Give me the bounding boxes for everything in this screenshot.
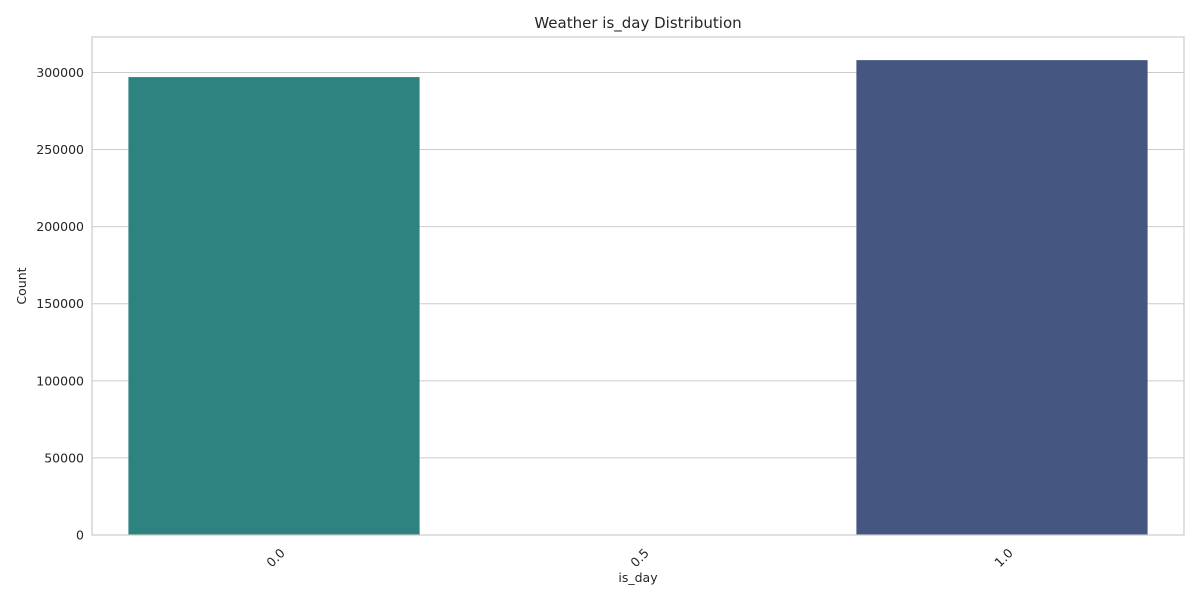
x-tick-label: 1.0 bbox=[991, 545, 1016, 570]
bars bbox=[128, 60, 1148, 536]
y-tick-label: 200000 bbox=[36, 219, 84, 234]
y-tick-label: 150000 bbox=[36, 296, 84, 311]
y-tick-label: 300000 bbox=[36, 65, 84, 80]
y-tick-labels: 0 50000 100000 150000 200000 250000 300000 bbox=[36, 65, 84, 543]
bar-0.0 bbox=[128, 77, 420, 536]
chart-title: Weather is_day Distribution bbox=[534, 14, 741, 33]
x-axis-label: is_day bbox=[618, 570, 658, 585]
y-tick-label: 50000 bbox=[44, 450, 84, 465]
plot-frame bbox=[91, 36, 1185, 536]
y-tick-label: 0 bbox=[76, 528, 84, 543]
x-tick-label: 0.0 bbox=[263, 545, 288, 570]
y-tick-label: 250000 bbox=[36, 142, 84, 157]
x-tick-label: 0.5 bbox=[627, 545, 652, 570]
y-axis-label: Count bbox=[14, 267, 29, 304]
bar-1.0 bbox=[856, 60, 1148, 536]
y-tick-label: 100000 bbox=[36, 373, 84, 388]
x-tick-labels: 0.0 0.5 1.0 bbox=[263, 545, 1016, 570]
